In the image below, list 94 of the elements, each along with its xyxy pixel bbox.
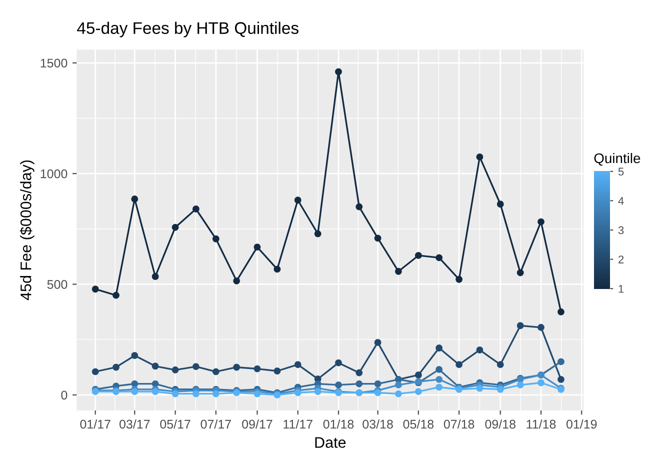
point xyxy=(212,368,220,376)
point xyxy=(335,381,342,388)
point xyxy=(456,276,463,283)
point xyxy=(356,369,363,376)
point xyxy=(374,338,382,346)
point xyxy=(212,235,220,242)
point xyxy=(496,361,504,368)
x-tick-label: 05/17 xyxy=(160,419,190,429)
point xyxy=(112,364,120,371)
point xyxy=(294,361,302,368)
point xyxy=(212,390,220,398)
point xyxy=(152,273,159,280)
point xyxy=(476,346,484,354)
point xyxy=(414,372,422,378)
y-tick-label: 0 xyxy=(61,390,68,400)
x-tick-label: 11/18 xyxy=(526,419,556,429)
x-tick-label: 01/17 xyxy=(80,419,110,429)
point xyxy=(192,390,200,398)
point xyxy=(558,308,564,316)
point xyxy=(538,379,544,386)
point xyxy=(436,376,443,383)
color-bar-title: Quintile xyxy=(594,152,640,166)
point xyxy=(356,203,363,210)
y-tick-label: 1500 xyxy=(40,58,68,68)
point xyxy=(233,277,240,284)
x-tick-label: 09/17 xyxy=(242,419,272,429)
point xyxy=(92,286,99,293)
point xyxy=(436,344,443,352)
color-bar-label: 1 xyxy=(618,285,624,293)
point xyxy=(394,390,402,398)
y-tick-label: 1000 xyxy=(40,169,68,178)
point xyxy=(335,359,342,366)
point xyxy=(294,196,302,204)
point xyxy=(294,389,302,396)
point xyxy=(152,380,159,388)
point xyxy=(172,224,179,231)
color-bar-label: 4 xyxy=(618,197,624,205)
color-bar-label: 2 xyxy=(618,256,624,264)
point xyxy=(274,368,281,374)
color-bar-label: 3 xyxy=(618,226,624,234)
point xyxy=(131,388,138,396)
point xyxy=(356,380,363,388)
x-tick-label: 01/18 xyxy=(323,419,354,429)
point xyxy=(274,266,281,273)
point xyxy=(374,380,382,388)
point xyxy=(192,206,200,212)
x-tick-label: 07/18 xyxy=(444,419,474,429)
point xyxy=(516,381,524,388)
y-axis-title: 45d Fee ($000s/day) xyxy=(20,160,34,300)
point xyxy=(314,230,322,238)
point xyxy=(131,380,138,388)
point xyxy=(374,234,382,242)
y-tick-label: 500 xyxy=(47,280,68,289)
point xyxy=(436,254,443,262)
point xyxy=(496,200,504,208)
point xyxy=(233,364,240,371)
point xyxy=(92,368,99,376)
x-tick-label: 01/19 xyxy=(566,419,597,429)
x-tick-label: 03/17 xyxy=(120,419,150,429)
x-tick-label: 09/18 xyxy=(485,419,516,429)
point xyxy=(558,358,564,366)
point xyxy=(538,218,544,226)
point xyxy=(436,366,443,373)
chart-title: 45-day Fees by HTB Quintiles xyxy=(77,22,298,38)
point xyxy=(456,361,463,368)
point xyxy=(172,366,179,374)
point xyxy=(394,268,402,275)
point xyxy=(254,365,261,372)
point xyxy=(436,384,443,391)
x-tick-label: 07/17 xyxy=(200,419,231,429)
x-tick-label: 03/18 xyxy=(362,419,393,429)
point xyxy=(254,244,261,251)
point xyxy=(476,384,484,392)
point xyxy=(476,153,484,160)
point xyxy=(414,388,422,396)
color-bar-label: 5 xyxy=(618,168,624,176)
point xyxy=(538,324,544,331)
point xyxy=(414,252,422,259)
x-tick-label: 11/17 xyxy=(284,419,312,429)
point xyxy=(516,322,524,330)
point xyxy=(152,388,159,396)
point xyxy=(516,269,524,276)
point xyxy=(314,388,322,396)
point xyxy=(335,68,342,76)
point xyxy=(394,381,402,388)
point xyxy=(131,352,138,359)
point xyxy=(192,363,200,370)
point xyxy=(152,362,159,370)
x-axis-title: Date xyxy=(315,437,346,448)
point xyxy=(558,376,564,383)
point xyxy=(131,196,138,202)
point xyxy=(112,292,120,299)
point xyxy=(374,389,382,396)
x-tick-label: 05/18 xyxy=(403,419,434,429)
